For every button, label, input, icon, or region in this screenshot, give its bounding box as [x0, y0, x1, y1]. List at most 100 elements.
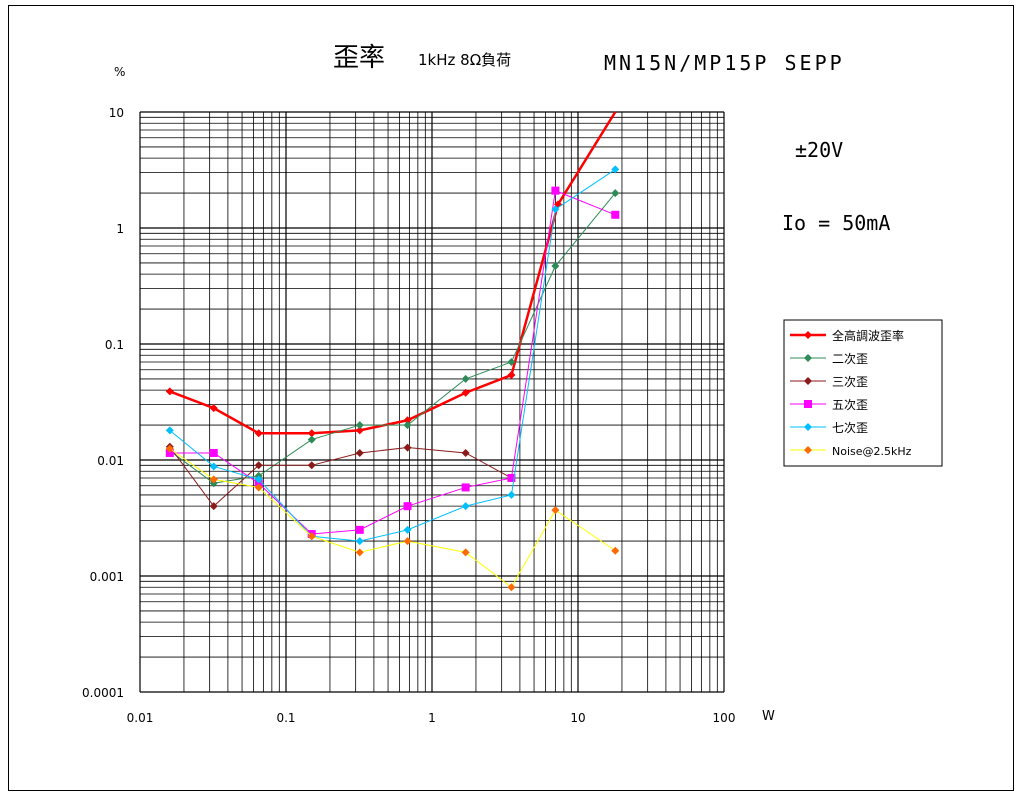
data-point	[254, 429, 263, 438]
chart-frame	[8, 5, 1014, 791]
data-point	[507, 490, 516, 499]
data-point	[461, 483, 470, 492]
data-point	[403, 525, 412, 534]
x-tick-label: 1	[428, 711, 436, 725]
series	[165, 444, 620, 592]
y-tick-label: 0.0001	[82, 686, 124, 700]
data-point	[307, 429, 316, 438]
chart-subtitle: 1kHz 8Ω負荷	[418, 51, 511, 69]
data-point	[611, 189, 620, 198]
data-point	[403, 502, 412, 511]
data-point	[165, 426, 174, 435]
device-label: MN15N/MP15P SEPP	[604, 51, 845, 75]
data-point	[403, 537, 412, 546]
annotation-current: Io = 50mA	[782, 211, 890, 235]
legend-label: 全高調波歪率	[832, 328, 904, 343]
data-point	[551, 186, 560, 195]
plot-grid	[139, 111, 725, 693]
data-point	[461, 502, 470, 511]
data-point	[307, 435, 316, 444]
data-point	[507, 583, 516, 592]
legend-item: Noise@2.5kHz	[790, 445, 912, 458]
y-tick-label: 10	[109, 106, 124, 120]
data-point	[355, 448, 364, 457]
annotation-voltage: ±20V	[795, 138, 843, 162]
series	[165, 442, 516, 511]
data-point	[551, 506, 560, 515]
data-point	[209, 448, 218, 457]
data-point	[507, 473, 516, 482]
y-tick-labels: 0.0001 0.001 0.01 0.1 1 10	[82, 106, 124, 700]
data-point	[307, 532, 316, 541]
y-tick-label: 0.01	[97, 454, 124, 468]
data-point	[165, 387, 174, 396]
data-point	[355, 421, 364, 430]
y-tick-label: 0.1	[105, 338, 124, 352]
data-point	[254, 475, 263, 484]
legend-item: 全高調波歪率	[790, 328, 904, 343]
data-point	[209, 404, 218, 413]
data-point	[355, 537, 364, 546]
legend-item: 七次歪	[790, 421, 868, 435]
series-line	[169, 111, 617, 435]
series-line	[169, 448, 616, 588]
data-point	[403, 416, 412, 425]
legend-label: 七次歪	[832, 421, 868, 435]
legend-label: Noise@2.5kHz	[832, 445, 912, 458]
data-point	[403, 443, 412, 452]
legend-box	[783, 319, 943, 467]
legend-item: 三次歪	[790, 375, 868, 389]
legend-item: 五次歪	[790, 398, 868, 412]
data-point	[611, 165, 620, 174]
legend-marker	[804, 400, 812, 408]
x-axis-label: W	[762, 709, 775, 724]
data-point	[254, 483, 263, 492]
x-tick-label: 0.1	[276, 711, 295, 725]
y-tick-label: 1	[116, 222, 124, 236]
data-point	[611, 546, 620, 555]
series-line	[169, 189, 616, 535]
legend: 全高調波歪率 二次歪 三次歪 五次歪 七次歪 Noise@2.5kHz	[783, 319, 943, 467]
data-point	[165, 448, 174, 457]
series	[165, 111, 617, 438]
data-point	[611, 210, 620, 219]
data-point	[355, 548, 364, 557]
data-point	[461, 548, 470, 557]
data-point	[461, 374, 470, 383]
y-axis-label: %	[114, 65, 125, 79]
data-point	[461, 448, 470, 457]
data-point	[165, 444, 174, 453]
series	[165, 165, 620, 546]
series-line	[169, 446, 512, 507]
legend-marker	[804, 446, 812, 454]
legend-label: 五次歪	[832, 398, 868, 412]
series-line	[169, 168, 616, 542]
x-tick-label: 0.01	[127, 711, 154, 725]
data-point	[551, 205, 560, 214]
legend-marker	[804, 377, 812, 385]
legend-marker	[804, 354, 812, 362]
series-line	[169, 192, 616, 484]
data-point	[403, 421, 412, 430]
data-point	[507, 371, 516, 380]
data-point	[551, 262, 560, 271]
data-point	[307, 461, 316, 470]
legend-marker	[804, 423, 812, 431]
data-point	[254, 461, 263, 470]
x-tick-labels: 0.01 0.1 1 10 100	[127, 711, 736, 725]
data-point	[355, 426, 364, 435]
data-point	[507, 357, 516, 366]
x-tick-label: 100	[713, 711, 736, 725]
data-point	[209, 462, 218, 471]
series-layer	[165, 111, 620, 592]
data-point	[461, 388, 470, 397]
legend-marker	[804, 331, 812, 339]
data-point	[355, 525, 364, 534]
legend-label: 三次歪	[832, 375, 868, 389]
legend-label: 二次歪	[832, 352, 868, 366]
x-tick-label: 10	[570, 711, 585, 725]
data-point	[209, 502, 218, 511]
data-point	[209, 475, 218, 484]
y-tick-label: 0.001	[90, 570, 124, 584]
